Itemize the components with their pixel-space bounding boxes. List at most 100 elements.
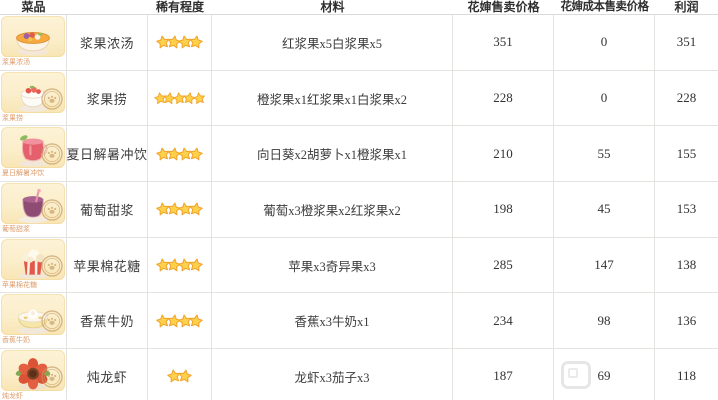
table-row: 葡萄甜浆 葡萄甜浆 葡萄x3橙浆果x2红浆果x2 198 45 153 bbox=[0, 182, 718, 238]
table-header: 菜品 稀有程度 材料 花婶售卖价格 花婶成本售卖价格 利润 bbox=[0, 0, 718, 15]
header-cost-price: 花婶成本售卖价格 bbox=[560, 0, 650, 13]
paw-stamp-seal-icon bbox=[40, 198, 64, 222]
materials-text: 红浆果x5白浆果x5 bbox=[212, 15, 453, 70]
star-icon bbox=[178, 147, 192, 161]
dish-name: 浆果捞 bbox=[67, 70, 148, 126]
table-row: 苹果棉花糖 苹果棉花糖 苹果x3奇异果x3 285 147 138 bbox=[0, 237, 718, 294]
star-icon bbox=[178, 35, 192, 49]
dish-name: 夏日解暑冲饮 bbox=[67, 126, 148, 182]
dish-caption: 苹果棉花糖 bbox=[2, 280, 37, 289]
star-icon bbox=[190, 314, 204, 328]
rarity-stars bbox=[148, 15, 212, 70]
cost-price-value: 98 bbox=[554, 293, 655, 349]
sell-price-value: 198 bbox=[453, 182, 554, 237]
dish-cell: 浆果捞 bbox=[0, 70, 67, 126]
grape-sweet-syrup-icon bbox=[5, 182, 61, 226]
star-icon bbox=[190, 147, 204, 161]
dish-caption: 香蕉牛奶 bbox=[2, 336, 30, 345]
table-row: 香蕉牛奶 香蕉牛奶 香蕉x3牛奶x1 234 98 136 bbox=[0, 293, 718, 350]
dish-name: 炖龙虾 bbox=[67, 349, 148, 400]
profit-value: 228 bbox=[676, 90, 697, 106]
rarity-stars bbox=[148, 349, 212, 400]
paw-stamp-seal-icon bbox=[40, 87, 64, 111]
dish-card bbox=[1, 182, 65, 226]
dish-caption: 浆果捞 bbox=[2, 113, 23, 122]
banana-milk-icon bbox=[5, 293, 61, 337]
dish-card bbox=[1, 238, 65, 280]
star-icon bbox=[178, 369, 192, 383]
dish-cell: 香蕉牛奶 bbox=[0, 293, 67, 349]
header-materials: 材料 bbox=[320, 0, 345, 14]
star-icon bbox=[178, 258, 192, 272]
header-dish: 菜品 bbox=[21, 0, 46, 14]
star-icon bbox=[155, 202, 169, 216]
star-icon bbox=[173, 92, 186, 104]
materials-text: 葡萄x3橙浆果x2红浆果x2 bbox=[212, 182, 453, 237]
dish-card bbox=[1, 16, 65, 57]
cost-price-value: 0 bbox=[554, 70, 655, 126]
rarity-stars bbox=[148, 126, 212, 182]
paw-stamp-seal-icon bbox=[40, 365, 64, 389]
header-profit: 利润 bbox=[674, 0, 699, 14]
rarity-stars bbox=[148, 293, 212, 349]
profit-value: 351 bbox=[676, 34, 697, 50]
table-body: 浆果浓汤 浆果浓汤 红浆果x5白浆果x5 351 0 351 bbox=[0, 15, 718, 400]
sell-price-value: 285 bbox=[453, 237, 554, 293]
header-sell-price: 花婶售卖价格 bbox=[467, 0, 540, 14]
sell-price-value: 187 bbox=[453, 349, 554, 400]
header-rarity: 稀有程度 bbox=[155, 0, 204, 14]
sell-price-value: 351 bbox=[453, 15, 554, 70]
profit-value: 153 bbox=[676, 201, 697, 217]
sell-price-value: 234 bbox=[453, 293, 554, 349]
cost-price-value: 0 bbox=[554, 15, 655, 70]
star-icon bbox=[193, 92, 205, 104]
dish-cell: 炖龙虾 bbox=[0, 349, 67, 400]
rarity-stars bbox=[148, 237, 212, 293]
rarity-stars bbox=[148, 70, 212, 126]
dish-name: 苹果棉花糖 bbox=[67, 237, 148, 293]
star-icon bbox=[190, 35, 204, 49]
star-icon bbox=[178, 314, 192, 328]
dish-card bbox=[1, 293, 65, 337]
materials-text: 龙虾x3茄子x3 bbox=[212, 349, 453, 400]
dish-caption: 浆果浓汤 bbox=[2, 58, 30, 66]
star-icon bbox=[155, 147, 169, 161]
dish-caption: 葡萄甜浆 bbox=[2, 225, 30, 234]
star-icon bbox=[178, 202, 192, 216]
paw-stamp-seal-icon bbox=[40, 309, 64, 333]
paw-stamp-seal-icon bbox=[40, 254, 64, 278]
dish-caption: 炖龙虾 bbox=[2, 392, 23, 400]
dish-card bbox=[1, 126, 65, 170]
cost-price-value: 147 bbox=[554, 237, 655, 293]
paw-stamp-seal-icon bbox=[40, 142, 64, 166]
cost-price-value: 55 bbox=[554, 126, 655, 182]
star-icon bbox=[155, 258, 169, 272]
dish-cell: 葡萄甜浆 bbox=[0, 182, 67, 237]
dish-name: 香蕉牛奶 bbox=[67, 293, 148, 349]
materials-text: 苹果x3奇异果x3 bbox=[212, 237, 453, 293]
table-row: 炖龙虾 炖龙虾 龙虾x3茄子x3 187 69 118 bbox=[0, 349, 718, 400]
cost-price-value: 69 bbox=[554, 349, 655, 400]
dish-caption: 夏日解暑冲饮 bbox=[2, 169, 44, 178]
star-icon bbox=[190, 258, 204, 272]
dish-name: 葡萄甜浆 bbox=[67, 182, 148, 237]
materials-text: 橙浆果x1红浆果x1白浆果x2 bbox=[212, 70, 453, 126]
berry-soup-icon bbox=[5, 15, 61, 59]
header-name-spacer bbox=[67, 0, 148, 14]
star-icon bbox=[167, 369, 181, 383]
star-icon bbox=[155, 35, 169, 49]
dish-name: 浆果浓汤 bbox=[67, 15, 148, 70]
star-icon bbox=[153, 92, 166, 104]
table-row: 夏日解暑冲饮 夏日解暑冲饮 向日葵x2胡萝卜x1橙浆果x1 210 55 155 bbox=[0, 126, 718, 183]
materials-text: 香蕉x3牛奶x1 bbox=[212, 293, 453, 349]
cost-price-value: 45 bbox=[554, 182, 655, 237]
dish-card bbox=[1, 350, 65, 392]
dish-card bbox=[1, 71, 65, 113]
profit-value: 118 bbox=[676, 368, 697, 384]
rarity-stars bbox=[148, 182, 212, 237]
summer-cooler-drink-icon bbox=[5, 126, 61, 170]
profit-value: 136 bbox=[676, 312, 697, 328]
table-row: 浆果捞 浆果捞 橙浆果x1红浆果x1白浆果x2 228 0 228 bbox=[0, 70, 718, 127]
dish-cell: 夏日解暑冲饮 bbox=[0, 126, 67, 182]
